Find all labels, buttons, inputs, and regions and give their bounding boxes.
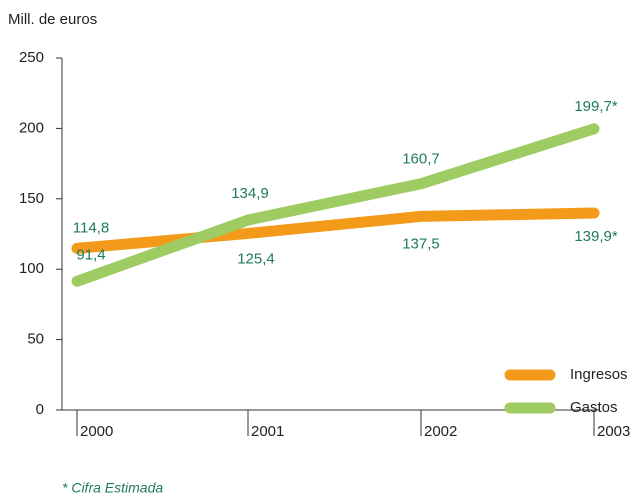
value-label: 160,7 — [402, 151, 440, 168]
value-label: 91,4 — [76, 246, 105, 263]
x-tick-label: 2003 — [597, 423, 630, 440]
value-label: 114,8 — [73, 219, 109, 236]
x-tick-label: 2000 — [80, 423, 113, 440]
x-tick-label: 2002 — [424, 423, 457, 440]
x-tick-label: 2001 — [251, 423, 284, 440]
value-label: 139,9* — [574, 228, 618, 245]
value-label: 134,9 — [231, 185, 269, 202]
y-tick-label: 0 — [36, 401, 44, 418]
y-tick-label: 100 — [19, 260, 44, 277]
y-tick-label: 150 — [19, 190, 44, 207]
y-axis-label: Mill. de euros — [8, 11, 97, 28]
legend-label: Gastos — [570, 399, 618, 416]
y-tick-label: 250 — [19, 49, 44, 66]
legend-label: Ingresos — [570, 366, 628, 383]
y-tick-label: 50 — [27, 331, 44, 348]
line — [71, 207, 600, 254]
line — [71, 123, 600, 287]
y-tick-label: 200 — [19, 119, 44, 136]
value-label: 125,4 — [237, 250, 275, 267]
footnote: * Cifra Estimada — [62, 480, 163, 496]
value-label: 199,7* — [574, 98, 618, 115]
value-label: 137,5 — [402, 235, 440, 252]
